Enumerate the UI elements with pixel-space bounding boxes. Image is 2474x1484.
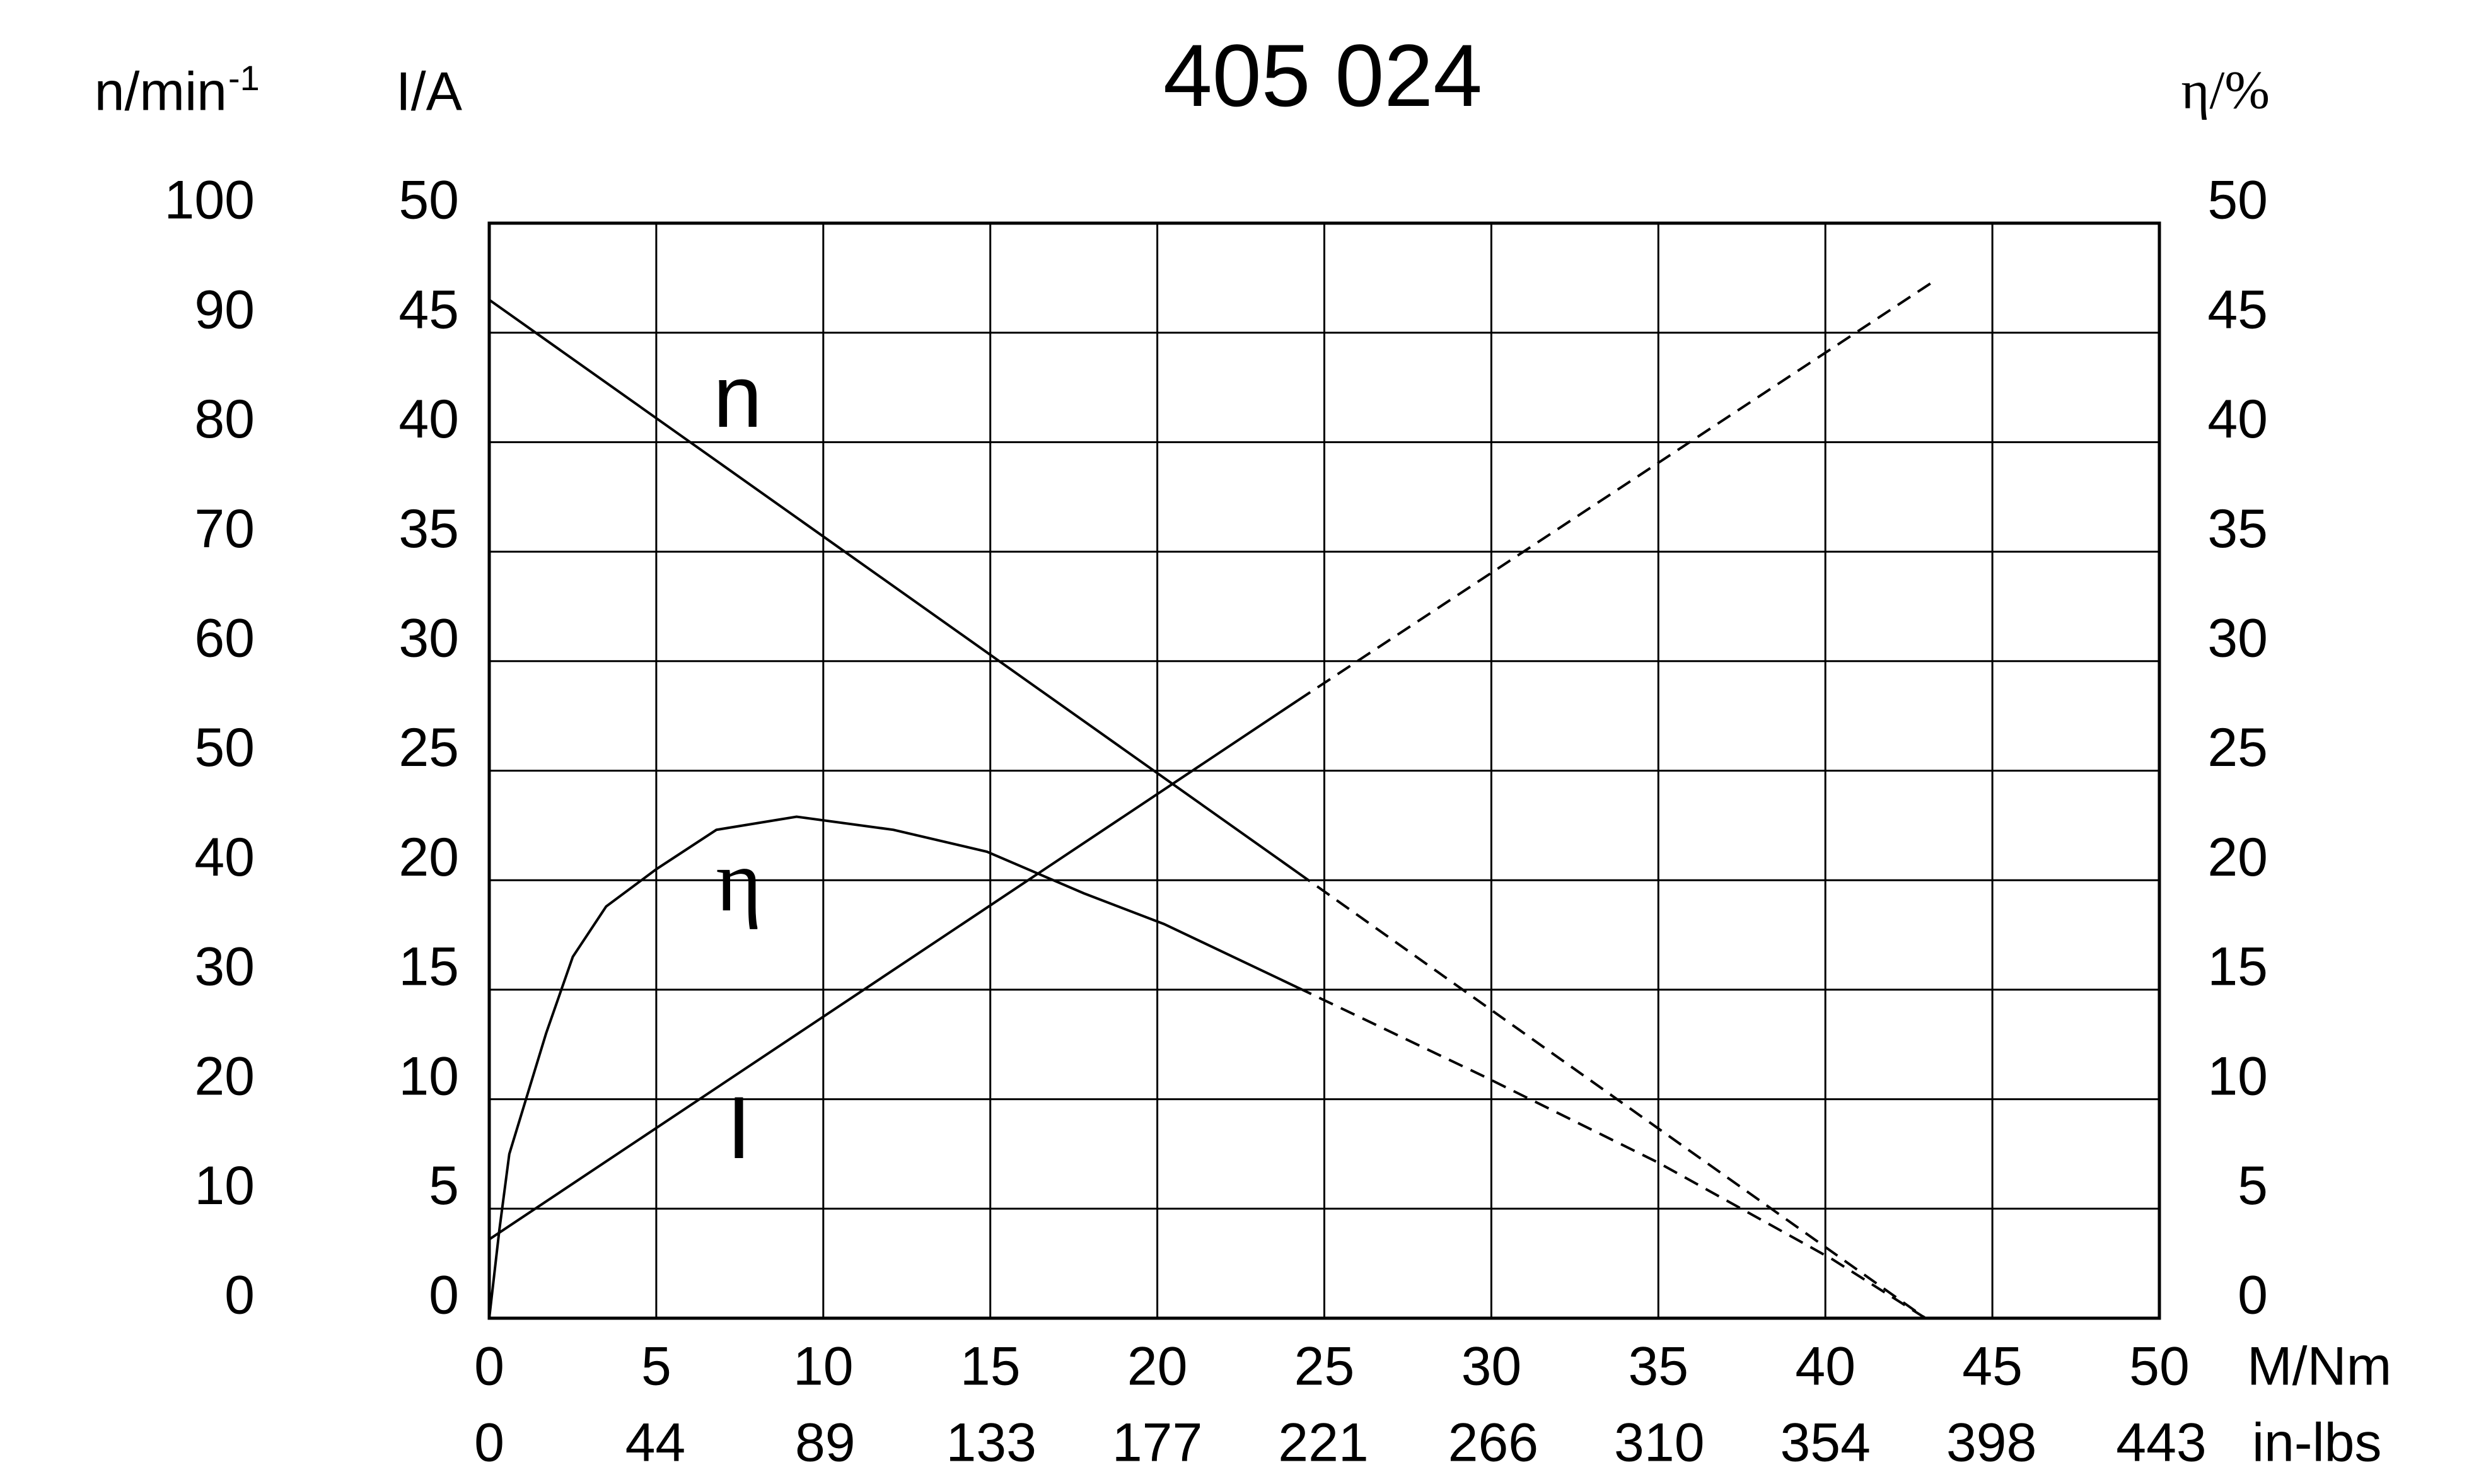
x-tick-label: 10 xyxy=(793,1336,854,1397)
curve-dashed xyxy=(1296,871,1927,1319)
x2-tick-label: 0 xyxy=(474,1413,504,1473)
chart-title: 405 024 xyxy=(1163,26,1482,125)
x-axis-label: M/Nm xyxy=(2247,1336,2391,1397)
n-tick-label: 40 xyxy=(194,827,255,888)
eta-tick-label: 45 xyxy=(2207,279,2268,340)
eta-tick-label: 35 xyxy=(2207,499,2268,559)
x2-tick-label: 221 xyxy=(1278,1413,1369,1473)
x-tick-label: 50 xyxy=(2129,1336,2190,1397)
eta-tick-label: 25 xyxy=(2207,717,2268,778)
x2-tick-label: 44 xyxy=(625,1413,686,1473)
curve xyxy=(488,815,1298,1319)
n-axis-label: n/min xyxy=(95,62,227,122)
eta-tick-label: 50 xyxy=(2207,170,2268,231)
x2-tick-label: 177 xyxy=(1112,1413,1203,1473)
x-tick-label: 0 xyxy=(474,1336,504,1397)
i-tick-label: 20 xyxy=(398,827,459,888)
i-tick-label: 45 xyxy=(398,279,459,340)
x2-tick-label: 310 xyxy=(1614,1413,1705,1473)
i-tick-label: 30 xyxy=(398,608,459,669)
n-tick-label: 10 xyxy=(194,1156,255,1216)
eta-tick-label: 0 xyxy=(2238,1265,2268,1326)
n-tick-label: 80 xyxy=(194,389,255,449)
i-axis-label: I/A xyxy=(396,62,463,122)
i-tick-label: 0 xyxy=(429,1265,459,1326)
i-tick-label: 40 xyxy=(398,389,459,449)
eta-tick-label: 40 xyxy=(2207,389,2268,449)
eta-tick-label: 10 xyxy=(2207,1046,2268,1106)
x-tick-label: 30 xyxy=(1461,1336,1522,1397)
n-axis-label-sup: -1 xyxy=(228,58,260,98)
curve xyxy=(488,699,1299,1241)
eta-tick-label: 5 xyxy=(2238,1156,2268,1216)
n-tick-label: 90 xyxy=(194,279,255,340)
n-tick-label: 70 xyxy=(194,499,255,559)
x-tick-label: 25 xyxy=(1294,1336,1355,1397)
curve-label: I xyxy=(727,1078,752,1177)
n-tick-label: 60 xyxy=(194,608,255,669)
x-tick-label: 45 xyxy=(1962,1336,2023,1397)
i-tick-label: 5 xyxy=(429,1156,459,1216)
curve-label: n xyxy=(713,347,762,446)
n-tick-label: 0 xyxy=(224,1265,255,1326)
eta-tick-label: 15 xyxy=(2207,937,2268,997)
eta-axis-label: η/% xyxy=(2181,60,2270,120)
i-tick-label: 15 xyxy=(398,937,459,997)
x2-tick-label: 443 xyxy=(2116,1413,2207,1473)
x-tick-label: 15 xyxy=(960,1336,1021,1397)
x-tick-label: 5 xyxy=(641,1336,671,1397)
curve-dashed xyxy=(1297,986,1927,1319)
x2-tick-label: 398 xyxy=(1946,1413,2037,1473)
i-tick-label: 35 xyxy=(398,499,459,559)
x2-tick-label: 133 xyxy=(946,1413,1037,1473)
x2-axis-label: in-lbs xyxy=(2252,1413,2382,1473)
n-tick-label: 30 xyxy=(194,937,255,997)
curve xyxy=(488,298,1299,874)
eta-tick-label: 20 xyxy=(2207,827,2268,888)
x-tick-label: 40 xyxy=(1795,1336,1856,1397)
x2-tick-label: 354 xyxy=(1780,1413,1871,1473)
x-tick-label: 35 xyxy=(1628,1336,1688,1397)
eta-tick-label: 30 xyxy=(2207,608,2268,669)
curve-dashed xyxy=(1296,281,1933,702)
n-tick-label: 100 xyxy=(165,170,255,231)
plot-frame xyxy=(487,221,2161,1320)
i-tick-label: 50 xyxy=(398,170,459,231)
n-tick-label: 20 xyxy=(194,1046,255,1106)
x2-tick-label: 89 xyxy=(795,1413,856,1473)
i-tick-label: 25 xyxy=(398,717,459,778)
n-tick-label: 50 xyxy=(194,717,255,778)
x2-tick-label: 266 xyxy=(1448,1413,1539,1473)
i-tick-label: 10 xyxy=(398,1046,459,1106)
x-tick-label: 20 xyxy=(1127,1336,1188,1397)
curve-label: η xyxy=(716,832,762,930)
